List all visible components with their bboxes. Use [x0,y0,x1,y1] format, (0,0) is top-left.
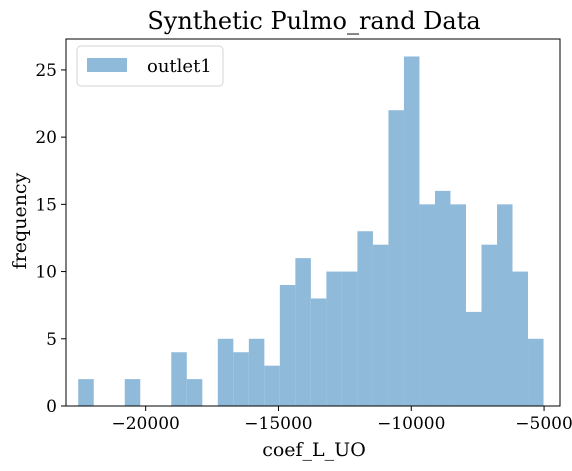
chart-title: Synthetic Pulmo_rand Data [147,7,480,35]
histogram-bar [233,352,249,406]
y-tick-label: 20 [35,128,57,148]
y-tick-label: 0 [46,397,57,417]
histogram-bar [171,352,187,406]
y-axis-label: frequency [9,172,31,269]
histogram-bar [264,365,280,406]
y-axis-ticks: 0 5 10 15 20 25 [35,61,66,417]
histogram-bars [78,56,544,406]
x-axis-label: coef_L_UO [262,439,366,461]
histogram-bar [186,379,203,406]
legend-box [76,45,224,87]
x-axis-ticks: −20000 −15000 −10000 −5000 [112,406,572,434]
y-tick-label: 25 [35,61,57,81]
y-tick-label: 10 [35,263,57,283]
histogram-bar [481,244,498,406]
histogram-bar [450,204,466,406]
histogram-bar [434,190,451,406]
histogram-bar [310,298,327,406]
histogram-bar [248,338,265,406]
histogram-bar [217,338,234,406]
histogram-bar [419,204,435,406]
histogram-bar [528,338,544,406]
x-tick-label: −10000 [377,414,445,434]
plot-frame [65,38,561,407]
histogram-bar [372,244,389,406]
legend: outlet1 [76,45,224,87]
x-tick-label: −15000 [244,414,312,434]
y-tick-label: 15 [35,195,57,215]
histogram-bar [341,271,358,406]
histogram-bar [124,379,141,406]
histogram-bar [295,258,311,406]
histogram-bar [78,379,94,406]
legend-label-outlet1: outlet1 [147,56,212,77]
y-tick-label: 5 [46,330,57,350]
histogram-bar [403,56,420,406]
x-tick-label: −20000 [112,414,180,434]
histogram-bar [326,271,342,406]
x-tick-label: −5000 [515,414,572,434]
histogram-bar [279,285,296,406]
histogram-bar [465,311,482,406]
histogram-bar [357,231,373,406]
histogram-bar [512,271,529,406]
histogram-bar [388,110,404,406]
legend-swatch-outlet1 [87,58,127,72]
histogram-bar [497,204,513,406]
